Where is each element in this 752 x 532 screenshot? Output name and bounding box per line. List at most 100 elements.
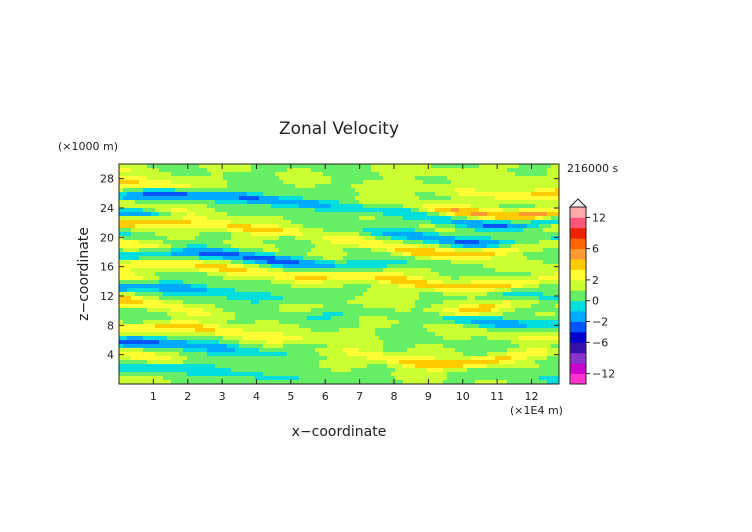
field-cell: [315, 288, 320, 293]
field-cell: [359, 280, 364, 285]
field-cell: [363, 284, 368, 289]
field-cell: [183, 312, 188, 317]
field-cell: [543, 312, 548, 317]
field-cell: [471, 200, 476, 205]
field-cell: [123, 312, 128, 317]
field-cell: [459, 216, 464, 221]
field-cell: [443, 272, 448, 277]
field-cell: [295, 312, 300, 317]
field-cell: [275, 296, 280, 301]
field-cell: [431, 336, 436, 341]
field-cell: [399, 172, 404, 177]
field-cell: [235, 228, 240, 233]
field-cell: [471, 240, 476, 245]
field-cell: [467, 240, 472, 245]
field-cell: [155, 184, 160, 189]
field-cell: [531, 332, 536, 337]
field-cell: [151, 260, 156, 265]
field-cell: [407, 224, 412, 229]
field-cell: [495, 288, 500, 293]
field-cell: [243, 212, 248, 217]
field-cell: [307, 172, 312, 177]
field-cell: [487, 180, 492, 185]
field-cell: [299, 308, 304, 313]
field-cell: [151, 224, 156, 229]
field-cell: [539, 272, 544, 277]
field-cell: [491, 256, 496, 261]
field-cell: [455, 296, 460, 301]
field-cell: [215, 292, 220, 297]
field-cell: [539, 320, 544, 325]
field-cell: [379, 260, 384, 265]
field-cell: [415, 320, 420, 325]
field-cell: [135, 228, 140, 233]
field-cell: [199, 328, 204, 333]
field-cell: [351, 228, 356, 233]
field-cell: [311, 272, 316, 277]
field-cell: [143, 260, 148, 265]
field-cell: [447, 272, 452, 277]
field-cell: [267, 288, 272, 293]
field-cell: [495, 276, 500, 281]
field-cell: [343, 196, 348, 201]
field-cell: [419, 240, 424, 245]
field-cell: [387, 284, 392, 289]
field-cell: [119, 228, 124, 233]
field-cell: [227, 312, 232, 317]
field-cell: [379, 192, 384, 197]
field-cell: [403, 324, 408, 329]
field-cell: [519, 340, 524, 345]
field-cell: [419, 260, 424, 265]
field-cell: [523, 272, 528, 277]
field-cell: [451, 168, 456, 173]
field-cell: [295, 232, 300, 237]
field-cell: [463, 332, 468, 337]
field-cell: [139, 172, 144, 177]
field-cell: [403, 316, 408, 321]
field-cell: [475, 272, 480, 277]
field-cell: [199, 196, 204, 201]
field-cell: [335, 224, 340, 229]
field-cell: [391, 324, 396, 329]
field-cell: [147, 256, 152, 261]
field-cell: [255, 280, 260, 285]
field-cell: [183, 256, 188, 261]
field-cell: [163, 324, 168, 329]
field-cell: [199, 188, 204, 193]
field-cell: [327, 244, 332, 249]
field-cell: [275, 328, 280, 333]
field-cell: [351, 312, 356, 317]
field-cell: [355, 300, 360, 305]
field-cell: [147, 208, 152, 213]
field-cell: [459, 164, 464, 169]
field-cell: [467, 244, 472, 249]
field-cell: [211, 264, 216, 269]
field-cell: [263, 252, 268, 257]
field-cell: [231, 188, 236, 193]
field-cell: [543, 264, 548, 269]
field-cell: [259, 180, 264, 185]
field-cell: [503, 268, 508, 273]
field-cell: [359, 324, 364, 329]
field-cell: [463, 168, 468, 173]
field-cell: [415, 224, 420, 229]
field-cell: [451, 208, 456, 213]
field-cell: [315, 304, 320, 309]
field-cell: [475, 244, 480, 249]
field-cell: [175, 292, 180, 297]
field-cell: [123, 196, 128, 201]
field-cell: [163, 252, 168, 257]
field-cell: [435, 320, 440, 325]
field-cell: [347, 308, 352, 313]
field-cell: [183, 264, 188, 269]
field-cell: [495, 340, 500, 345]
field-cell: [167, 200, 172, 205]
field-cell: [431, 252, 436, 257]
field-cell: [311, 296, 316, 301]
field-cell: [503, 316, 508, 321]
field-cell: [243, 256, 248, 261]
field-cell: [251, 284, 256, 289]
field-cell: [443, 308, 448, 313]
field-cell: [407, 168, 412, 173]
field-cell: [555, 296, 560, 301]
